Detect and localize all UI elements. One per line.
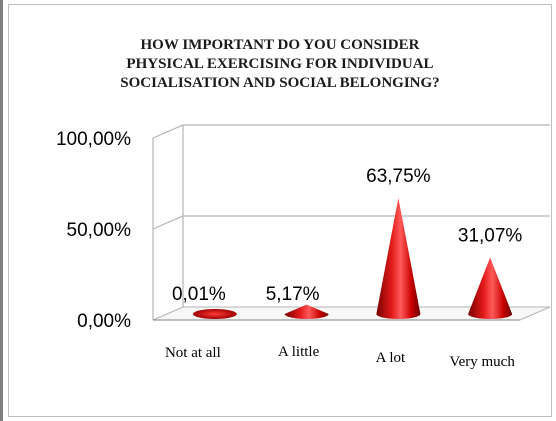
category-label: Not at all bbox=[165, 345, 221, 361]
cone-body bbox=[284, 304, 329, 319]
cone-base bbox=[192, 309, 237, 319]
data-labels: 0,01% 5,17% 63,75% 31,07% bbox=[172, 166, 523, 305]
data-label: 5,17% bbox=[266, 284, 320, 305]
data-label: 0,01% bbox=[172, 284, 226, 305]
category-label: Very much bbox=[449, 354, 515, 370]
cone-body bbox=[468, 257, 513, 319]
y-tick-label: 0,00% bbox=[77, 311, 131, 332]
y-tick-label: 100,00% bbox=[56, 129, 131, 150]
y-tick-label: 50,00% bbox=[67, 220, 132, 241]
gridline bbox=[152, 124, 550, 139]
chart-title-line-1: HOW IMPORTANT DO YOU CONSIDER bbox=[140, 37, 420, 53]
chart-title-line-2: PHYSICAL EXERCISING FOR INDIVIDUAL bbox=[126, 56, 434, 72]
y-axis: 0,00% 50,00% 100,00% bbox=[56, 125, 184, 332]
category-labels: Not at all A little A lot Very much bbox=[165, 344, 515, 370]
category-label: A little bbox=[278, 344, 320, 360]
data-label: 63,75% bbox=[366, 166, 431, 187]
chart-frame bbox=[8, 4, 552, 417]
cones bbox=[192, 197, 513, 319]
cone-mark bbox=[284, 304, 329, 319]
left-edge-bar bbox=[0, 0, 3, 421]
data-label: 31,07% bbox=[458, 225, 523, 246]
cone-mark bbox=[376, 197, 421, 319]
category-label: A lot bbox=[376, 350, 406, 366]
cone-mark bbox=[192, 309, 237, 319]
chart-title: HOW IMPORTANT DO YOU CONSIDER PHYSICAL E… bbox=[20, 36, 540, 93]
chart-title-line-3: SOCIALISATION AND SOCIAL BELONGING? bbox=[120, 75, 440, 91]
cone-body bbox=[376, 197, 421, 319]
cone-mark bbox=[468, 257, 513, 319]
